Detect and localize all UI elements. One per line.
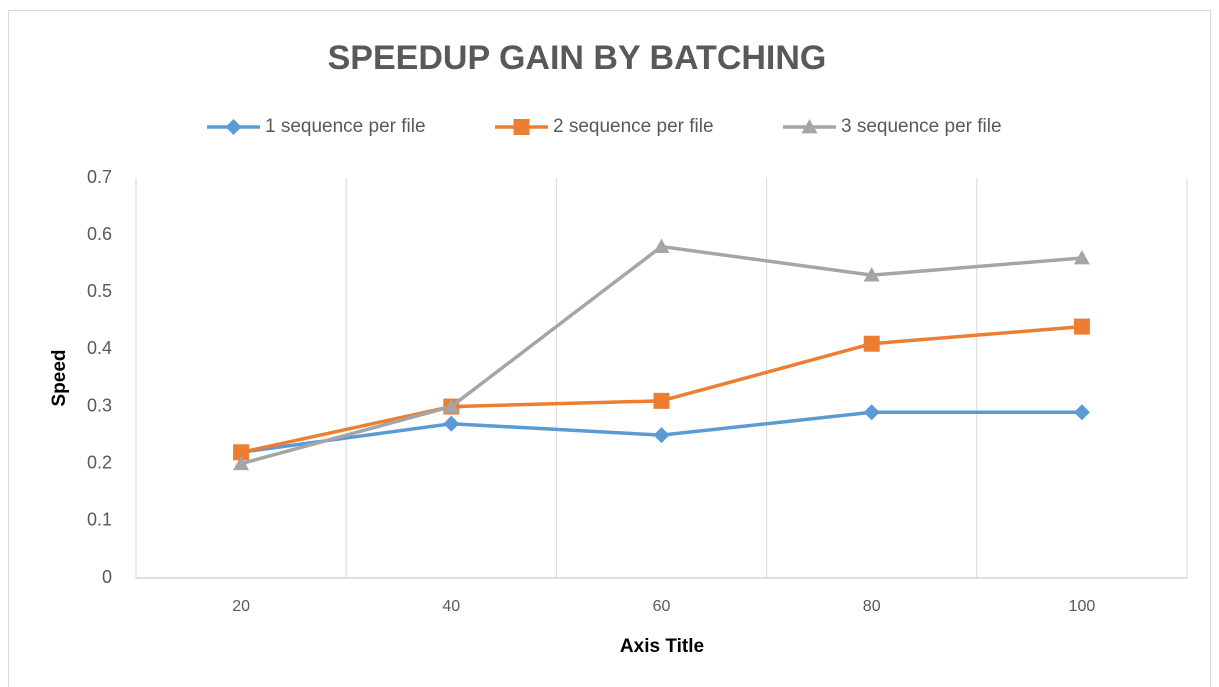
point-marker	[443, 415, 460, 432]
x-tick-label: 20	[232, 598, 250, 615]
y-tick-label: 0.5	[87, 281, 112, 301]
legend-marker	[801, 119, 818, 134]
point-marker	[233, 455, 250, 471]
y-tick-label: 0.1	[87, 510, 112, 530]
point-marker	[863, 335, 880, 352]
chart-border	[8, 10, 1211, 687]
point-marker	[233, 444, 250, 461]
point-marker	[863, 404, 880, 421]
y-tick-label: 0.2	[87, 452, 112, 472]
x-axis-title: Axis Title	[620, 636, 704, 657]
legend-marker	[513, 119, 530, 135]
point-marker	[653, 392, 670, 409]
y-tick-label: 0.4	[87, 338, 112, 358]
legend-label: 3 sequence per file	[841, 116, 1002, 137]
legend-marker	[225, 119, 242, 135]
point-marker	[443, 398, 460, 413]
x-tick-label: 40	[442, 598, 460, 615]
x-tick-label: 80	[863, 598, 881, 615]
point-marker	[653, 238, 670, 253]
x-tick-label: 60	[653, 598, 671, 615]
x-tick-label: 100	[1069, 598, 1096, 615]
legend-label: 1 sequence per file	[265, 116, 426, 137]
chart-title: SPEEDUP GAIN BY BATCHING	[328, 39, 827, 77]
y-tick-label: 0.7	[87, 167, 112, 187]
point-marker	[1073, 404, 1090, 421]
y-axis-title: Speed	[49, 349, 70, 406]
point-marker	[1073, 318, 1090, 335]
point-marker	[1073, 250, 1090, 265]
y-tick-label: 0.3	[87, 395, 112, 415]
y-tick-label: 0.6	[87, 224, 112, 244]
legend-label: 2 sequence per file	[553, 116, 714, 137]
y-tick-label: 0	[102, 567, 112, 587]
point-marker	[653, 427, 670, 444]
point-marker	[863, 267, 880, 282]
